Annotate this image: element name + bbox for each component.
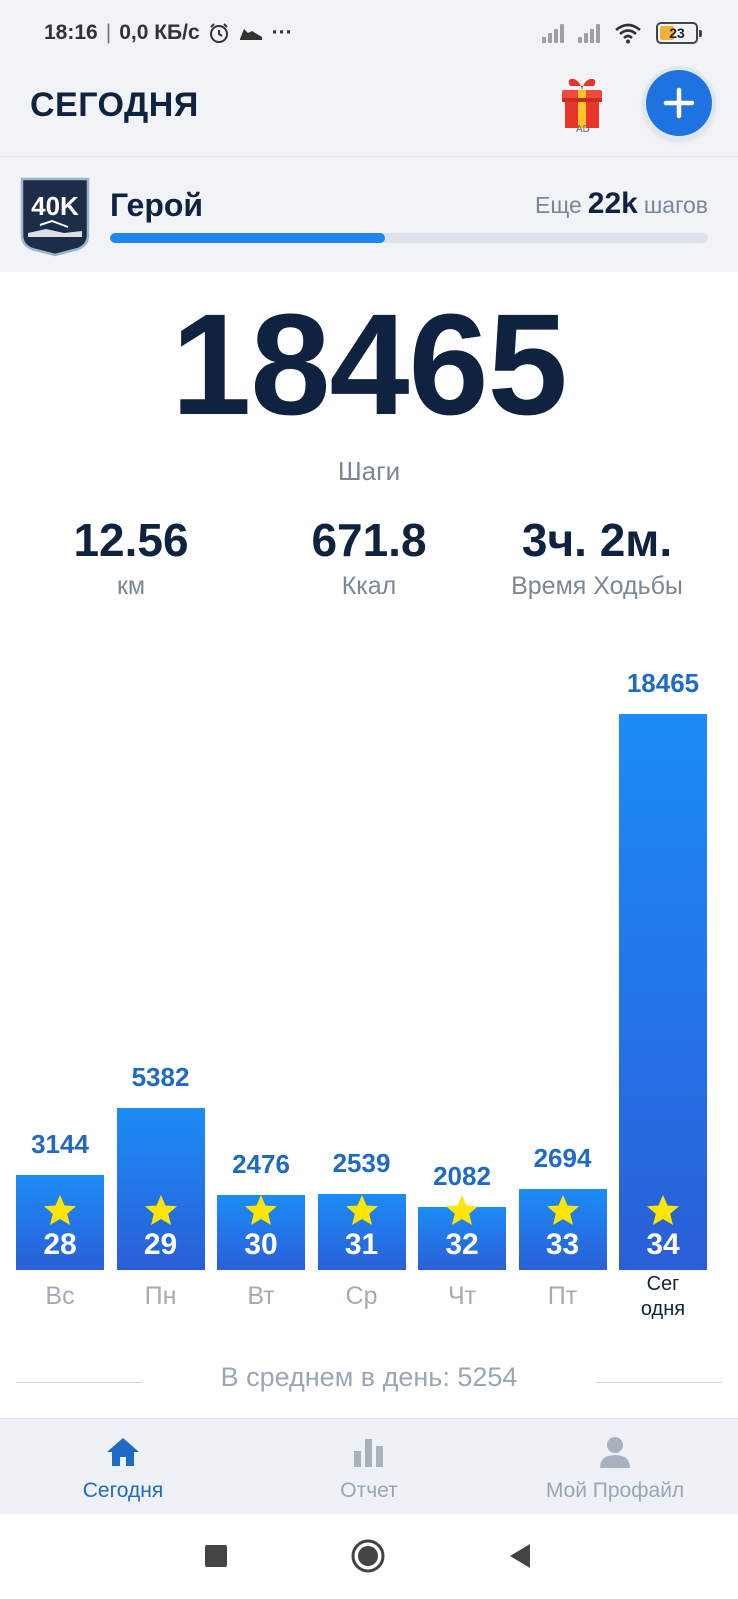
page-title: СЕГОДНЯ	[30, 86, 199, 124]
status-network-speed: 0,0 КБ/с	[119, 21, 200, 44]
remaining-value: 22k	[587, 187, 638, 220]
walk-time-label: Время Ходьбы	[511, 572, 683, 600]
profile-icon	[600, 1437, 630, 1468]
bottom-nav: Сегодня Отчет Мой Профайл	[0, 1418, 738, 1514]
bar-day-number: 32	[445, 1227, 479, 1261]
star-icon	[144, 1194, 177, 1225]
bar-value-label: 2476	[232, 1149, 290, 1180]
status-more: ···	[271, 21, 293, 44]
back-icon[interactable]	[500, 1536, 540, 1576]
battery-icon: 23	[656, 22, 702, 44]
remaining-steps: Еще 22k шагов	[535, 187, 708, 221]
status-bar: 18:16 | 0,0 КБ/с ···	[0, 0, 738, 62]
nav-profile-label: Мой Профайл	[545, 1479, 685, 1502]
distance-label: км	[116, 572, 146, 600]
bar-value-label: 2539	[332, 1147, 391, 1178]
star-icon	[245, 1194, 277, 1225]
star-icon	[44, 1194, 76, 1225]
average-line-right	[596, 1382, 722, 1383]
day-label: Вт	[247, 1282, 275, 1310]
wifi-icon	[615, 23, 641, 44]
star-icon	[345, 1194, 378, 1225]
level-badge-text: 40K	[31, 191, 79, 221]
level-row[interactable]: 40K Герой Еще 22k шагов	[0, 156, 738, 272]
nav-profile[interactable]: Мой Профайл	[492, 1419, 738, 1515]
report-icon	[354, 1439, 383, 1467]
daily-average: В среднем в день: 5254	[220, 1362, 518, 1392]
bar-fill	[16, 1175, 104, 1270]
signal-icon	[542, 23, 564, 43]
bar-value-label: 2694	[533, 1142, 592, 1173]
distance-stat: 12.56 км	[8, 510, 254, 601]
level-badge-icon	[20, 177, 90, 257]
bar-day-number: 28	[43, 1227, 77, 1261]
bar-value-label: 18465	[626, 668, 700, 698]
day-label: Пн	[144, 1282, 177, 1310]
home-system-icon[interactable]	[348, 1536, 388, 1576]
remaining-suffix: шагов	[643, 192, 708, 218]
signal-icon-2	[578, 23, 600, 43]
star-icon	[546, 1194, 579, 1225]
bar-4[interactable]: 2082 32	[418, 1161, 506, 1270]
day-label: Чт	[447, 1282, 477, 1310]
level-progress-track	[110, 233, 708, 243]
nav-today[interactable]: Сегодня	[0, 1419, 246, 1515]
bar-value-label: 2082	[433, 1161, 491, 1192]
nav-today-label: Сегодня	[82, 1479, 164, 1502]
gift-icon	[562, 78, 602, 128]
bar-0[interactable]: 3144 28	[16, 1129, 104, 1270]
day-label: Сег одня	[640, 1273, 686, 1320]
bar-value-label: 5382	[131, 1061, 190, 1092]
status-right: 23	[542, 18, 702, 48]
bar-value-label: 3144	[31, 1129, 89, 1160]
calories-label: Ккал	[341, 572, 397, 600]
calories-stat: 671.8 Ккал	[246, 510, 492, 601]
bar-fill	[116, 1107, 205, 1270]
bar-day-number: 34	[646, 1228, 680, 1261]
walk-time-value: 3ч. 2м.	[521, 514, 673, 566]
walk-time-stat: 3ч. 2м. Время Ходьбы	[474, 510, 720, 601]
battery-level: 23	[669, 25, 685, 41]
bar-day-number: 29	[143, 1227, 178, 1261]
level-progress-fill	[110, 233, 386, 243]
bar-day-number: 33	[545, 1227, 580, 1261]
distance-value: 12.56	[73, 514, 189, 566]
shoe-icon	[239, 29, 262, 40]
home-icon	[107, 1438, 139, 1466]
bar-day-number: 31	[344, 1227, 379, 1261]
bar-2[interactable]: 2476 30	[217, 1149, 305, 1270]
star-icon	[647, 1195, 679, 1225]
steps-label: Шаги	[337, 456, 401, 486]
plus-icon	[663, 87, 695, 119]
bar-1[interactable]: 5382 29	[116, 1062, 205, 1270]
calories-value: 671.8	[311, 514, 427, 566]
day-label: Вс	[45, 1282, 75, 1310]
average-line-left	[16, 1382, 142, 1383]
steps-count: 18465	[171, 284, 567, 445]
remaining-prefix: Еще	[534, 192, 582, 218]
status-time: 18:16	[44, 21, 98, 44]
day-label: Ср	[345, 1282, 378, 1310]
gift-ad-button[interactable]: AD	[556, 76, 608, 136]
bar-3[interactable]: 2539 31	[317, 1148, 406, 1270]
recent-apps-icon[interactable]	[196, 1536, 236, 1576]
nav-report[interactable]: Отчет	[246, 1419, 492, 1515]
nav-report-label: Отчет	[340, 1479, 398, 1502]
add-button[interactable]	[646, 70, 712, 136]
bar-fill	[619, 714, 707, 1270]
bar-6[interactable]: 18465 34	[619, 668, 707, 1270]
status-left: 18:16 | 0,0 КБ/с ···	[44, 18, 293, 48]
gift-ad-badge: AD	[576, 124, 590, 135]
day-label: Пт	[547, 1282, 578, 1310]
status-separator: |	[105, 21, 112, 44]
system-nav	[0, 1514, 738, 1599]
star-icon	[446, 1194, 478, 1225]
bar-5[interactable]: 2694 33	[518, 1143, 607, 1270]
alarm-icon	[209, 23, 228, 43]
weekly-steps-chart: 3144 28 Вс 5382 29 Пн 2476 30 Вт 2539 31 Ср 2082 32 Чт…	[0, 660, 738, 1340]
bar-day-number: 30	[244, 1227, 278, 1261]
header: СЕГОДНЯ AD	[0, 62, 738, 156]
level-name: Герой	[110, 187, 204, 223]
